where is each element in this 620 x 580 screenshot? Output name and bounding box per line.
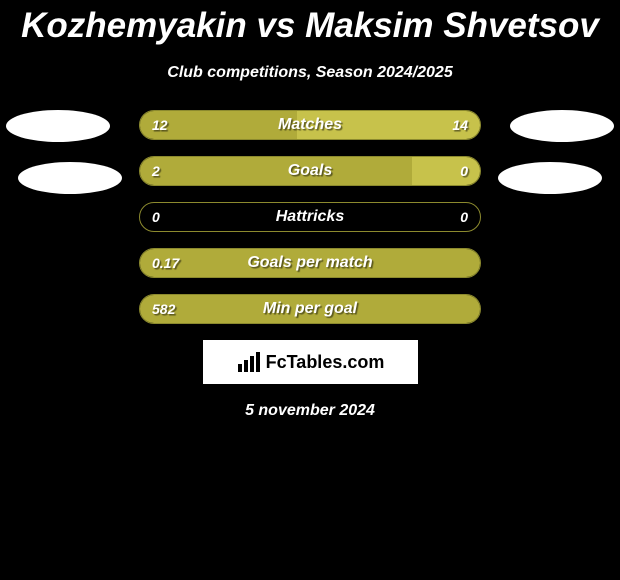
decor-ellipse [498,162,602,194]
decor-ellipse [510,110,614,142]
chart-container: Matches1214Goals20Hattricks00Goals per m… [0,110,620,420]
stat-value-left: 2 [152,157,160,185]
stat-bar-left [140,295,480,323]
decor-ellipse [18,162,122,194]
stat-value-right: 0 [460,203,468,231]
brand-box: FcTables.com [203,340,418,384]
brand-text: FcTables.com [266,352,385,373]
stat-value-right: 14 [452,111,468,139]
date-text: 5 november 2024 [0,402,620,420]
decor-ellipse [6,110,110,142]
stat-value-left: 12 [152,111,168,139]
stat-value-left: 0 [152,203,160,231]
stat-bar-left [140,249,480,277]
stat-bar: Goals20 [139,156,481,186]
subtitle: Club competitions, Season 2024/2025 [0,64,620,82]
stat-bar-left [140,157,412,185]
page-title: Kozhemyakin vs Maksim Shvetsov [0,0,620,46]
stat-bar: Matches1214 [139,110,481,140]
stat-value-left: 0.17 [152,249,179,277]
stat-label: Hattricks [140,203,480,231]
stat-bar: Min per goal582 [139,294,481,324]
stat-value-right: 0 [460,157,468,185]
stat-bar-right [412,157,480,185]
stat-bar: Goals per match0.17 [139,248,481,278]
stat-bar: Hattricks0 0 [139,202,481,232]
chart-icon [236,350,262,374]
stat-value-left: 582 [152,295,175,323]
